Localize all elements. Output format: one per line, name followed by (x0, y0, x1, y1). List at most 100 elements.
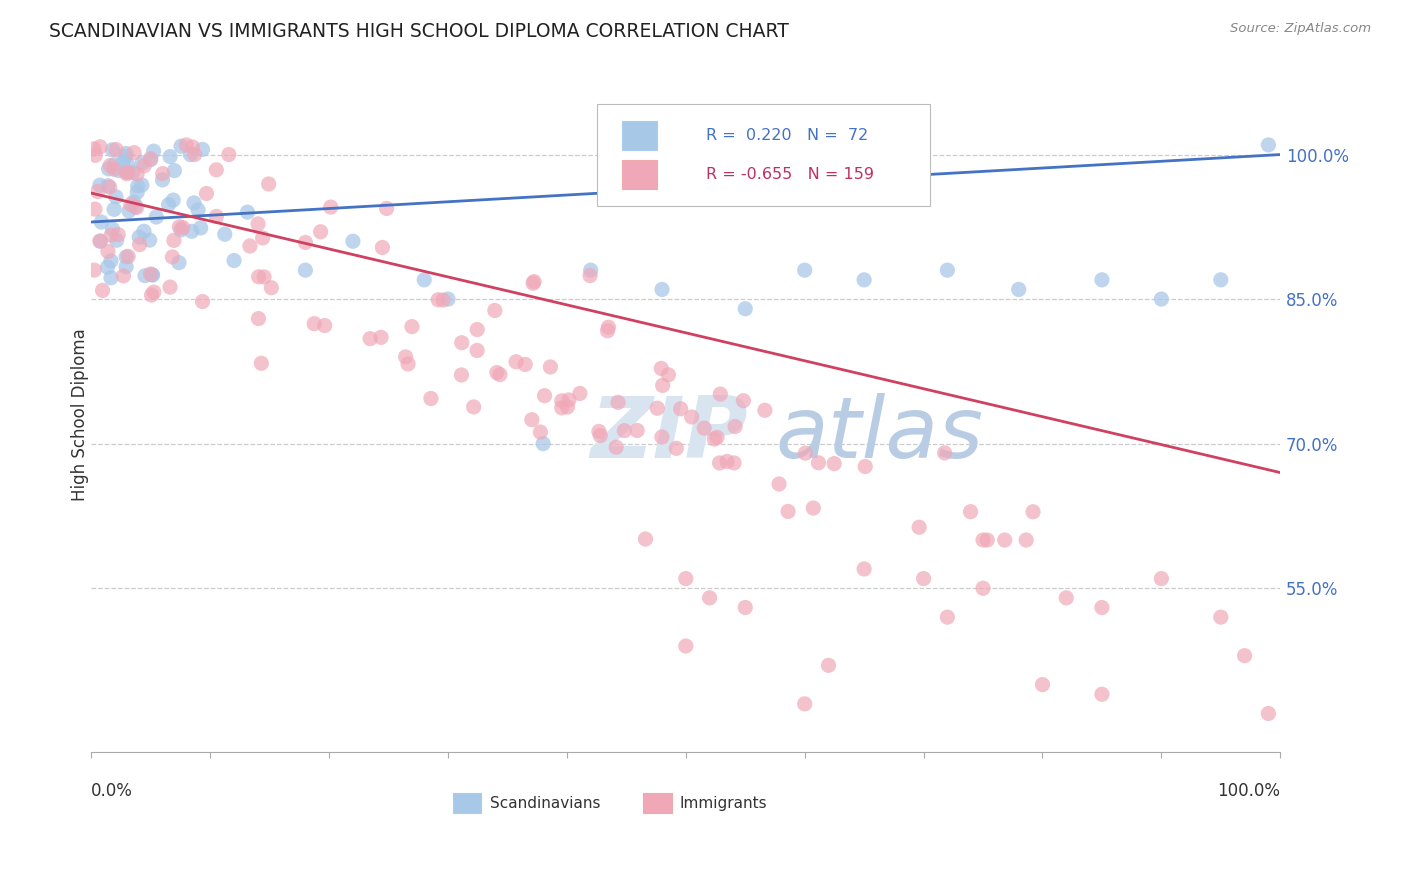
Point (1209, 273, 1232, 287)
Point (634, 532, 657, 546)
Text: 0.0%: 0.0% (91, 782, 134, 800)
Point (936, 610, 959, 624)
Point (853, 273, 876, 287)
Point (112, 154, 135, 169)
Point (103, 162, 125, 177)
Point (1150, 292, 1173, 306)
Point (100, 254, 122, 268)
Point (120, 197, 142, 211)
Point (734, 301, 756, 316)
Point (994, 533, 1017, 547)
Point (179, 147, 201, 161)
Point (733, 393, 755, 408)
Point (371, 240, 394, 254)
Point (105, 143, 128, 157)
Point (125, 201, 148, 215)
Point (401, 319, 423, 334)
Point (793, 263, 815, 277)
Point (413, 273, 436, 287)
Point (568, 386, 591, 401)
FancyBboxPatch shape (453, 793, 481, 814)
Point (706, 430, 728, 444)
Point (823, 457, 845, 471)
Point (598, 320, 620, 334)
Point (675, 639, 697, 653)
Point (817, 658, 839, 673)
Point (103, 158, 125, 172)
Text: SCANDINAVIAN VS IMMIGRANTS HIGH SCHOOL DIPLOMA CORRELATION CHART: SCANDINAVIAN VS IMMIGRANTS HIGH SCHOOL D… (49, 22, 789, 41)
Point (89, 234, 111, 248)
Point (98, 159, 121, 173)
Point (1091, 273, 1114, 287)
Point (131, 156, 153, 170)
Point (515, 358, 537, 372)
Text: R = -0.655   N = 159: R = -0.655 N = 159 (706, 167, 875, 182)
Point (734, 600, 756, 615)
Point (128, 237, 150, 252)
Point (936, 263, 959, 277)
Point (1054, 591, 1077, 605)
Point (180, 224, 202, 238)
Point (118, 203, 141, 218)
Point (83, 142, 105, 156)
Text: 100.0%: 100.0% (1218, 782, 1281, 800)
Point (183, 195, 205, 210)
Point (89, 234, 111, 248)
Point (247, 311, 270, 326)
Point (115, 167, 138, 181)
Point (645, 401, 668, 416)
Point (1150, 572, 1173, 586)
Point (257, 177, 280, 191)
Point (260, 281, 283, 295)
Point (103, 202, 125, 217)
Point (162, 193, 184, 207)
Point (484, 303, 506, 318)
Point (1031, 677, 1053, 691)
Point (157, 197, 180, 211)
Point (309, 225, 332, 239)
Point (523, 275, 546, 289)
Point (122, 194, 145, 209)
Point (236, 205, 259, 219)
Y-axis label: High School Diploma: High School Diploma (72, 328, 89, 501)
Point (163, 163, 186, 178)
Point (139, 152, 162, 166)
Point (122, 145, 145, 160)
Point (84, 148, 107, 162)
Point (170, 139, 193, 153)
Point (252, 231, 274, 245)
Point (908, 520, 931, 534)
Point (531, 436, 554, 450)
Point (98, 180, 121, 194)
Point (427, 293, 450, 307)
Point (205, 210, 228, 224)
Point (205, 162, 228, 177)
Point (522, 277, 544, 291)
Point (141, 288, 163, 302)
Point (450, 335, 472, 350)
Point (83, 263, 105, 277)
Point (1209, 610, 1232, 624)
Point (651, 378, 673, 392)
Point (190, 220, 212, 235)
Point (589, 428, 612, 442)
Point (132, 224, 155, 238)
Point (972, 581, 994, 595)
Point (101, 143, 124, 157)
Point (84, 202, 107, 216)
Point (754, 403, 776, 417)
Point (222, 253, 245, 268)
Point (90, 215, 112, 229)
Point (651, 283, 673, 297)
Point (588, 425, 610, 439)
Point (1022, 505, 1045, 519)
Point (605, 440, 627, 454)
Point (794, 446, 817, 460)
Point (239, 239, 262, 253)
Point (169, 219, 191, 234)
Point (89, 178, 111, 193)
Point (125, 167, 148, 181)
Point (117, 158, 139, 172)
Point (142, 268, 165, 282)
Point (247, 269, 270, 284)
